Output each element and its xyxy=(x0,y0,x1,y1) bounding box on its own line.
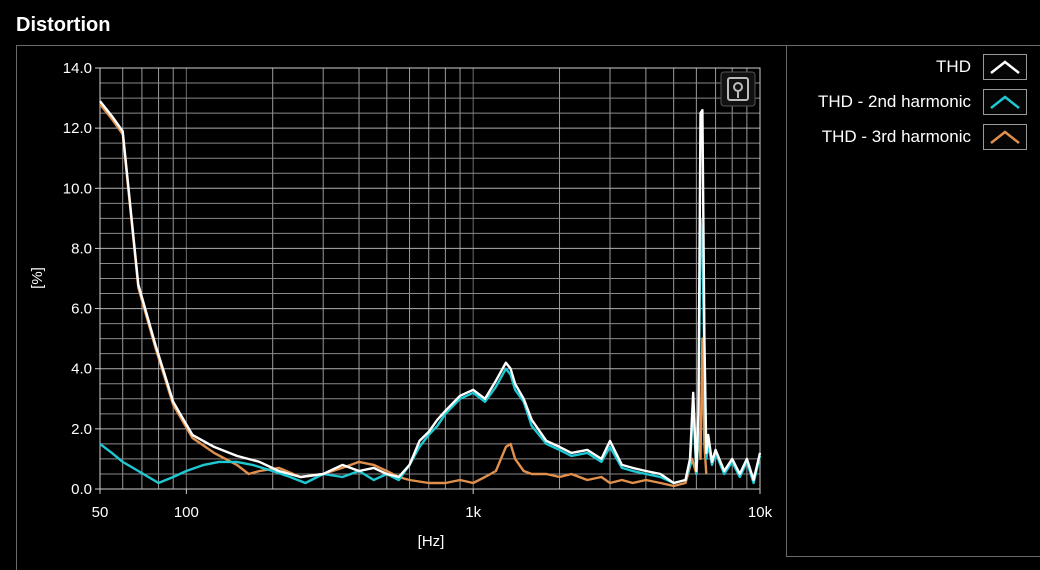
y-tick-label: 0.0 xyxy=(71,481,92,498)
legend-label: THD xyxy=(936,57,971,76)
series-line-0 xyxy=(99,100,762,485)
title-divider xyxy=(16,45,1040,46)
y-tick-label: 6.0 xyxy=(71,301,92,318)
plot-tool-icon[interactable] xyxy=(720,71,756,107)
y-tick-label: 8.0 xyxy=(71,240,92,257)
y-axis-label: [%] xyxy=(29,267,46,289)
x-axis-label: [Hz] xyxy=(418,533,445,550)
legend: THD THD - 2nd harmonic THD - 3rd harmoni… xyxy=(786,46,1040,557)
y-tick-label: 2.0 xyxy=(71,421,92,438)
distortion-chart: 50 100 1k 10k 0.0 2.0 4.0 6.0 8.0 10.0 12.0 14.0 [… xyxy=(29,60,773,550)
y-tick-label: 4.0 xyxy=(71,361,92,378)
legend-swatch-icon xyxy=(983,89,1027,115)
x-tick-label: 50 xyxy=(92,504,109,521)
y-tick-label: 12.0 xyxy=(63,120,92,137)
plot-frame xyxy=(99,67,761,490)
legend-item-thd-2nd[interactable]: THD - 2nd harmonic xyxy=(818,89,1027,115)
legend-label: THD - 3rd harmonic xyxy=(821,127,971,146)
legend-swatch-icon xyxy=(983,54,1027,80)
x-tick-label: 10k xyxy=(748,504,773,521)
y-axis-ticks: 0.0 2.0 4.0 6.0 8.0 10.0 12.0 14.0 xyxy=(63,60,100,498)
series-layer xyxy=(99,100,762,488)
left-border xyxy=(16,45,17,570)
legend-item-thd[interactable]: THD xyxy=(936,54,1027,80)
grid xyxy=(99,67,761,490)
legend-item-thd-3rd[interactable]: THD - 3rd harmonic xyxy=(822,124,1027,150)
legend-label: THD - 2nd harmonic xyxy=(817,92,971,111)
series-line-2 xyxy=(99,103,708,488)
y-tick-label: 14.0 xyxy=(63,60,92,77)
panel-title: Distortion xyxy=(16,14,111,36)
x-axis-ticks: 50 100 1k 10k xyxy=(92,489,773,521)
x-tick-label: 1k xyxy=(465,504,481,521)
x-tick-label: 100 xyxy=(174,504,199,521)
legend-swatch-icon xyxy=(983,124,1027,150)
y-tick-label: 10.0 xyxy=(63,180,92,197)
